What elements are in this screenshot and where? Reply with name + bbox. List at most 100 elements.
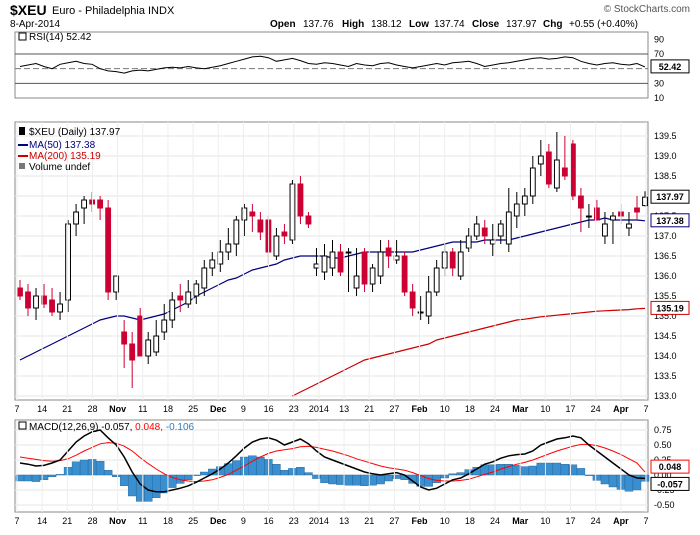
rsi-tick-label: 70	[654, 49, 664, 59]
candle-down	[569, 143, 576, 197]
macd-tick-label: -0.50	[654, 500, 675, 510]
macd-tick-label: 0.00	[654, 470, 672, 480]
macd-histogram-bar	[600, 474, 610, 485]
volume-legend-icon	[19, 163, 25, 169]
x-tick-label: 9	[241, 404, 246, 414]
x-tick-label: 17	[566, 516, 576, 526]
candle-down	[409, 291, 416, 309]
macd-histogram-bar	[95, 461, 105, 476]
candle-down	[545, 151, 552, 185]
x-tick-label: 2014	[309, 516, 329, 526]
macd-histogram-bar	[39, 474, 49, 481]
x-tick-label: 24	[591, 516, 601, 526]
x-tick-label: Mar	[512, 516, 529, 526]
candle-down	[361, 251, 368, 285]
x-tick-label: 23	[289, 516, 299, 526]
x-tick-label: 18	[465, 516, 475, 526]
macd-histogram-bar	[328, 474, 337, 485]
x-tick-label: Dec	[210, 404, 227, 414]
candle-down	[337, 251, 344, 273]
candle-up	[553, 159, 560, 189]
candle-down	[25, 291, 31, 309]
macd-histogram-bar	[304, 472, 313, 476]
x-tick-label: 28	[87, 516, 97, 526]
macd-histogram-bar	[47, 474, 57, 477]
candle-up	[153, 335, 160, 353]
x-tick-label: Apr	[613, 404, 629, 414]
candle-up	[497, 223, 504, 237]
macd-histogram-bar	[192, 474, 201, 476]
candle-up	[161, 319, 168, 333]
macd-histogram-bar	[592, 474, 602, 481]
ma200-series	[292, 307, 646, 397]
macd-histogram-bar	[200, 471, 209, 476]
x-tick-label: 28	[87, 404, 97, 414]
price-y-axis: 133.0 133.5 134.0 134.5 135.0 135.5 136.0 136.5…	[654, 131, 677, 401]
candle-down	[121, 331, 128, 345]
candle-down	[249, 211, 256, 217]
macd-histogram-bar	[552, 462, 562, 476]
x-tick-label: 18	[163, 516, 173, 526]
macd-legend-prefix: MACD(12,26,9) -0.057,	[29, 422, 132, 433]
macd-histogram-bar	[79, 459, 89, 476]
macd-histogram-bar	[71, 461, 81, 476]
x-tick-label: Feb	[412, 404, 429, 414]
candle-up	[73, 211, 79, 225]
close-label: Close	[472, 19, 500, 30]
candle-up	[473, 223, 480, 237]
x-tick-label: 27	[389, 404, 399, 414]
candle-up	[169, 299, 176, 321]
close-last-tag-text: 137.97	[656, 192, 684, 202]
ma200-line	[292, 307, 646, 397]
macd-histogram-bar	[368, 474, 377, 486]
candle-down	[49, 299, 55, 313]
chg-value: +0.55 (+0.40%)	[569, 19, 638, 30]
symbol-description: Euro - Philadelphia INDX	[52, 5, 175, 17]
candle-up	[521, 195, 528, 205]
macd-histogram-bar	[560, 464, 570, 476]
price-tick-label: 136.5	[654, 251, 677, 261]
macd-x-axis: 7 14 21 28 Nov 11 18 25 Dec 9 16 23 2014 13 21 27 Feb 10 1…	[14, 420, 649, 526]
x-tick-label: Nov	[109, 516, 126, 526]
rsi-panel	[14, 31, 649, 99]
candle-up	[185, 291, 192, 305]
x-tick-label: 10	[440, 404, 450, 414]
macd-histogram-bar	[352, 474, 361, 486]
rsi-last-tag-text: 52.42	[659, 62, 682, 72]
candle-up	[586, 215, 592, 218]
candle-down	[481, 227, 488, 237]
x-tick-label: 21	[364, 516, 374, 526]
candle-down	[41, 295, 47, 305]
chart-date: 8-Apr-2014	[10, 19, 60, 30]
candle-up	[529, 167, 536, 197]
candle-up	[241, 207, 248, 221]
x-tick-label: Mar	[512, 404, 529, 414]
candle-up	[417, 311, 424, 314]
price-tick-label: 137.0	[654, 231, 677, 241]
macd-histogram-bar	[488, 464, 497, 476]
chg-label: Chg	[543, 19, 562, 30]
macd-histogram-bar	[360, 474, 369, 487]
price-tick-label: 135.0	[654, 311, 677, 321]
x-tick-label: 16	[264, 404, 274, 414]
high-value: 138.12	[371, 19, 402, 30]
x-tick-label: 7	[14, 404, 19, 414]
macd-last-tag-box	[650, 476, 690, 491]
x-tick-label: 25	[188, 516, 198, 526]
rsi-grid	[15, 53, 648, 84]
macd-histogram-bar	[288, 468, 297, 476]
x-tick-label: 18	[465, 404, 475, 414]
candle-down	[257, 219, 264, 233]
candle-up	[113, 275, 120, 293]
x-tick-label: 24	[490, 404, 500, 414]
open-value: 137.76	[303, 19, 334, 30]
candle-down	[385, 247, 392, 257]
macd-histogram	[15, 455, 650, 502]
macd-legend: MACD(12,26,9) -0.057, 0.048, -0.106	[18, 421, 195, 433]
watermark: © StockCharts.com	[604, 4, 690, 15]
ma200-last-tag-text: 135.19	[656, 303, 684, 313]
macd-histogram-bar	[528, 465, 538, 476]
candle-down	[634, 207, 640, 213]
macd-histogram-bar	[272, 464, 281, 476]
price-tick-label: 138.5	[654, 171, 677, 181]
